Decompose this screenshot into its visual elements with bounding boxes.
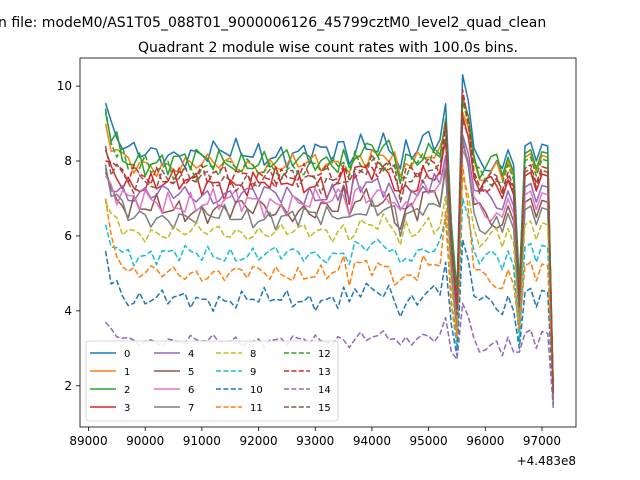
chart-title: Quadrant 2 module wise count rates with … bbox=[138, 40, 518, 56]
x-tick-label: 97000 bbox=[523, 434, 561, 448]
legend-label: 15 bbox=[318, 403, 331, 414]
figure-suptitle: n file: modeM0/AS1T05_088T01_9000006126_… bbox=[0, 15, 546, 31]
x-axis: 89000 90000 91000 92000 93000 94000 95000 96000… bbox=[69, 427, 561, 448]
x-tick-label: 90000 bbox=[126, 434, 164, 448]
legend-label: 14 bbox=[318, 385, 331, 396]
legend-label: 2 bbox=[124, 385, 130, 396]
x-tick-label: 91000 bbox=[183, 434, 221, 448]
x-tick-label: 89000 bbox=[69, 434, 107, 448]
legend-label: 4 bbox=[188, 349, 194, 360]
series-line-15 bbox=[104, 119, 555, 398]
series-line-13 bbox=[105, 89, 555, 394]
legend-label: 5 bbox=[188, 367, 194, 378]
series-line-7 bbox=[104, 137, 555, 405]
legend-label: 10 bbox=[250, 385, 263, 396]
legend-label: 12 bbox=[318, 349, 331, 360]
series-line-8 bbox=[104, 175, 555, 394]
legend-label: 1 bbox=[124, 367, 130, 378]
series-line-6 bbox=[104, 149, 555, 398]
legend-label: 8 bbox=[250, 349, 256, 360]
y-tick-label: 4 bbox=[64, 304, 72, 318]
series-line-10 bbox=[104, 238, 555, 405]
legend-label: 13 bbox=[318, 367, 331, 378]
x-tick-label: 96000 bbox=[466, 434, 504, 448]
series-line-11 bbox=[104, 164, 555, 398]
y-tick-label: 2 bbox=[64, 379, 72, 393]
y-tick-label: 8 bbox=[64, 154, 72, 168]
y-axis: 2 4 6 8 10 bbox=[57, 79, 80, 393]
x-tick-label: 94000 bbox=[353, 434, 391, 448]
series-layer bbox=[104, 74, 555, 409]
series-line-0 bbox=[104, 74, 555, 401]
legend-label: 11 bbox=[250, 403, 263, 414]
legend-label: 3 bbox=[124, 403, 130, 414]
series-line-9 bbox=[104, 197, 555, 401]
x-tick-label: 93000 bbox=[296, 434, 334, 448]
legend-label: 0 bbox=[124, 349, 130, 360]
x-tick-label: 95000 bbox=[410, 434, 448, 448]
y-tick-label: 10 bbox=[57, 79, 72, 93]
x-offset-label: +4.483e8 bbox=[517, 454, 576, 468]
plot-frame bbox=[79, 57, 577, 428]
x-tick-label: 92000 bbox=[239, 434, 277, 448]
legend-box bbox=[85, 340, 339, 422]
y-tick-label: 6 bbox=[64, 229, 72, 243]
series-line-12 bbox=[104, 100, 555, 390]
legend-label: 6 bbox=[188, 385, 194, 396]
legend-label: 7 bbox=[188, 403, 194, 414]
legend-label: 9 bbox=[250, 367, 256, 378]
